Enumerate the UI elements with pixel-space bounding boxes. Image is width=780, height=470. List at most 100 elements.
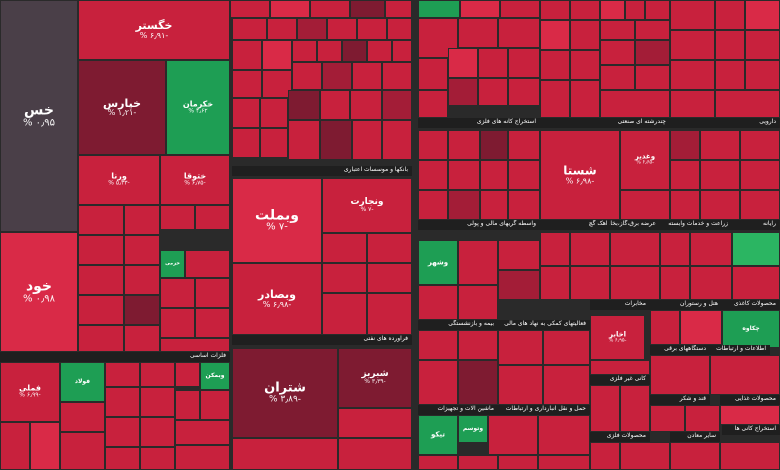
treemap-tile-small[interactable]	[600, 0, 625, 20]
treemap-tile-small[interactable]	[700, 160, 740, 190]
treemap-tile-small[interactable]	[342, 40, 367, 62]
treemap-tile-small[interactable]	[357, 18, 387, 40]
treemap-tile-small[interactable]	[297, 18, 327, 40]
treemap-tile-small[interactable]	[288, 120, 320, 160]
treemap-tile-small[interactable]	[105, 417, 140, 447]
treemap-tile-small[interactable]	[105, 387, 140, 417]
treemap-tile-small[interactable]	[367, 233, 412, 263]
treemap-tile-small[interactable]	[418, 18, 458, 58]
treemap-tile-small[interactable]	[498, 18, 540, 48]
treemap-tile-small[interactable]	[288, 90, 320, 120]
treemap-tile-small[interactable]	[570, 80, 600, 118]
treemap-tile-small[interactable]	[460, 0, 500, 18]
treemap-tile[interactable]: اخابر -۶٫۹۵ %	[590, 315, 645, 360]
treemap-tile-small[interactable]	[78, 205, 124, 235]
treemap-tile-small[interactable]	[635, 40, 670, 65]
treemap-tile-small[interactable]	[448, 48, 478, 78]
treemap-tile-small[interactable]	[720, 442, 780, 470]
treemap-tile-small[interactable]	[352, 62, 382, 90]
treemap-tile-small[interactable]	[124, 235, 160, 265]
treemap-tile-small[interactable]	[310, 0, 350, 18]
treemap-tile-small[interactable]	[540, 20, 570, 50]
treemap-tile-small[interactable]	[700, 190, 740, 220]
treemap-tile-small[interactable]	[260, 98, 288, 128]
treemap-tile-small[interactable]	[680, 310, 722, 345]
treemap-tile-small[interactable]	[543, 330, 590, 365]
treemap-tile-small[interactable]	[175, 362, 200, 387]
treemap-tile-small[interactable]	[508, 160, 540, 190]
treemap-tile-small[interactable]	[600, 20, 635, 40]
treemap-tile-small[interactable]	[140, 387, 175, 417]
treemap-tile-small[interactable]	[418, 0, 460, 18]
treemap-tile-small[interactable]	[670, 442, 720, 470]
treemap-tile-small[interactable]	[78, 265, 124, 295]
treemap-tile-small[interactable]	[418, 130, 448, 160]
treemap-tile-small[interactable]	[175, 390, 200, 420]
treemap-tile-small[interactable]	[745, 60, 780, 90]
treemap-tile-small[interactable]	[710, 355, 780, 395]
treemap-tile-small[interactable]	[478, 48, 508, 78]
treemap-tile[interactable]: خکرمان ۴٫۶۲ %	[166, 60, 230, 155]
treemap-tile-small[interactable]	[320, 90, 350, 120]
treemap-tile-small[interactable]	[540, 0, 570, 20]
treemap-tile[interactable]: تیکو	[418, 415, 458, 455]
treemap-tile-small[interactable]	[327, 18, 357, 40]
treemap-tile[interactable]: شتران -۳٫۸۹ %	[232, 348, 338, 438]
treemap-tile-small[interactable]	[508, 78, 540, 106]
treemap-tile-small[interactable]	[30, 422, 60, 470]
treemap-tile-small[interactable]	[635, 20, 670, 40]
treemap-tile-small[interactable]	[322, 62, 352, 90]
treemap-tile-small[interactable]	[540, 50, 570, 80]
treemap-tile-small[interactable]	[448, 130, 480, 160]
treemap-tile-small[interactable]	[500, 0, 540, 18]
treemap-tile-small[interactable]	[385, 0, 412, 18]
treemap-tile-small[interactable]	[262, 40, 292, 70]
treemap-tile-small[interactable]	[382, 62, 412, 90]
treemap-tile-small[interactable]	[232, 438, 338, 470]
treemap-tile-small[interactable]	[498, 455, 538, 470]
treemap-tile-small[interactable]	[670, 160, 700, 190]
treemap-tile-small[interactable]	[350, 90, 382, 120]
treemap-tile-small[interactable]	[267, 18, 297, 40]
treemap-tile[interactable]: ونجارت -۷ %	[322, 178, 412, 233]
treemap-tile-small[interactable]	[418, 160, 448, 190]
treemap-tile-small[interactable]	[745, 30, 780, 60]
treemap-tile-small[interactable]	[488, 415, 538, 455]
treemap-tile-small[interactable]	[740, 160, 780, 190]
treemap-tile[interactable]: ورنا -۵٫۳۳ %	[78, 155, 160, 205]
treemap-tile-small[interactable]	[160, 308, 195, 338]
treemap-tile-small[interactable]	[175, 445, 230, 470]
treemap-tile-small[interactable]	[350, 0, 385, 18]
treemap-tile-small[interactable]	[670, 190, 700, 220]
treemap-tile-small[interactable]	[232, 128, 260, 158]
treemap-tile-small[interactable]	[590, 442, 620, 470]
treemap-tile-small[interactable]	[105, 362, 140, 387]
treemap-tile-small[interactable]	[508, 48, 540, 78]
treemap-tile-small[interactable]	[352, 120, 382, 160]
treemap-tile-small[interactable]	[458, 330, 498, 360]
treemap-tile-small[interactable]	[660, 266, 690, 300]
treemap-tile-small[interactable]	[498, 365, 543, 405]
treemap-tile-small[interactable]	[570, 20, 600, 50]
treemap-tile-small[interactable]	[620, 385, 650, 432]
treemap-tile-small[interactable]	[382, 120, 412, 160]
treemap-tile[interactable]: فملی -۶٫۹۹ %	[0, 362, 60, 422]
treemap-tile-small[interactable]	[480, 190, 508, 220]
treemap-tile[interactable]: خس ۰٫۹۵ %	[0, 0, 78, 232]
treemap-tile-small[interactable]	[480, 160, 508, 190]
treemap-tile-small[interactable]	[458, 455, 498, 470]
treemap-tile-small[interactable]	[570, 266, 610, 300]
treemap-tile[interactable]: وشهر	[418, 240, 458, 285]
treemap-tile-small[interactable]	[543, 365, 590, 405]
treemap-tile-small[interactable]	[540, 266, 570, 300]
treemap-tile-small[interactable]	[670, 30, 715, 60]
treemap-tile-small[interactable]	[418, 90, 448, 118]
treemap-tile-small[interactable]	[478, 78, 508, 106]
treemap-tile[interactable]: خگستر -۶٫۹۱ %	[78, 0, 230, 60]
treemap-tile-small[interactable]	[160, 338, 230, 352]
treemap-tile-small[interactable]	[140, 447, 175, 470]
treemap-tile-small[interactable]	[78, 295, 124, 325]
treemap-tile-small[interactable]	[260, 128, 288, 158]
treemap-tile-small[interactable]	[392, 40, 412, 62]
treemap-tile-small[interactable]	[660, 232, 690, 266]
